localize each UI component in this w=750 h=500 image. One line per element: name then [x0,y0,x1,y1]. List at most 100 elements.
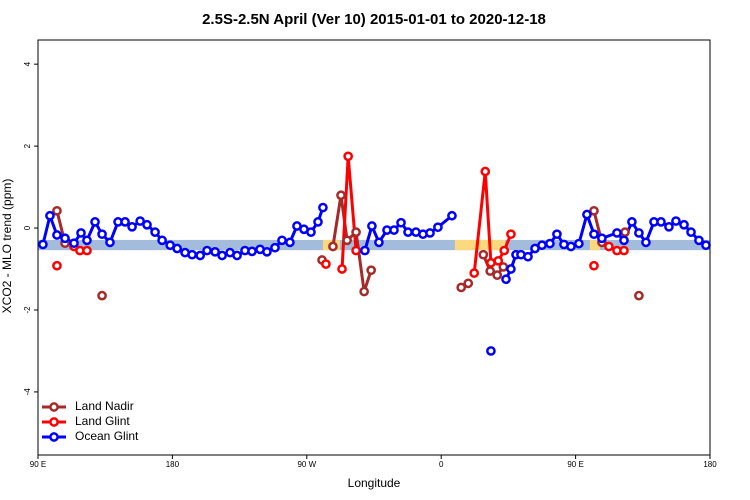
data-point [545,238,555,249]
x-tick-label: 90 E [30,460,46,469]
data-point [523,251,533,262]
data-point [52,230,62,240]
data-point [469,268,480,278]
data-point [374,237,384,248]
data-point [120,217,130,227]
data-point [52,260,62,271]
data-point [157,235,167,246]
legend-marker [49,432,59,442]
data-point [664,221,674,232]
data-point [403,227,413,237]
y-tick-label: 0 [23,225,32,230]
data-point [566,241,576,252]
x-axis-label: Longitude [348,476,401,490]
data-point [90,217,100,227]
data-point [506,229,516,240]
legend-label: Ocean Glint [75,429,139,443]
data-point [172,243,183,254]
data-point [620,227,630,237]
data-point [389,225,399,235]
chart-title: 2.5S-2.5N April (Ver 10) 2015-01-01 to 2… [202,11,546,28]
data-point [105,237,115,248]
data-point [127,221,137,232]
data-point [232,250,242,261]
x-tick-label: 180 [166,460,180,469]
data-point [447,210,457,221]
data-point [367,221,377,231]
data-point [634,290,644,301]
data-point [262,246,272,257]
data-point [396,217,406,228]
data-point [493,255,504,266]
data-point [351,227,361,237]
data-point [589,229,599,240]
data-point [97,229,107,240]
legend-marker [49,402,59,412]
x-tick-label: 90 W [297,460,316,469]
data-point [210,246,220,257]
data-point [701,240,711,251]
data-point [195,250,206,261]
data-point [69,238,79,249]
x-tick-label: 0 [439,460,444,469]
band [38,239,710,251]
data-point [76,228,86,238]
data-point [552,229,562,240]
y-tick-label: -4 [23,388,32,396]
data-point [671,216,681,226]
data-point [359,286,369,297]
x-tick-label: 90 E [567,460,583,469]
data-point [82,245,92,256]
data-point [499,245,510,256]
data-point [328,241,338,252]
data-point [694,235,704,246]
data-point [135,216,145,226]
band [589,239,600,251]
data-point [150,227,160,237]
data-point [597,233,607,244]
x-tick-label: 180 [703,460,717,469]
data-point [97,290,107,301]
data-point [537,240,547,251]
data-point [456,282,467,293]
data-point [425,228,435,238]
legend-marker [49,417,59,427]
data-point [187,249,197,260]
legend-label: Land Nadir [75,399,134,413]
y-tick-label: 4 [23,61,32,66]
data-point [641,237,651,248]
legend-label: Land Glint [75,414,130,428]
data-point [202,245,212,256]
data-point [463,278,474,289]
data-point [612,228,622,238]
data-point [306,227,316,237]
data-point [45,210,55,221]
data-point [634,228,644,238]
series-line [73,156,624,274]
data-point [52,205,62,216]
y-axis-label: XCO2 - MLO trend (ppm) [0,179,14,314]
data-point [506,264,516,274]
y-tick-label: 2 [23,143,32,148]
data-point [337,264,347,274]
band [454,239,505,251]
data-point [277,235,287,246]
data-point [360,245,370,256]
data-point [492,270,503,281]
data-point [480,166,491,177]
data-point [343,151,354,162]
data-point [656,217,666,227]
y-tick-label: -2 [23,306,32,314]
data-point [686,227,696,237]
data-point [247,246,257,257]
data-point [619,245,629,256]
data-point [336,190,346,201]
data-point [313,217,323,227]
data-point [478,249,489,260]
data-point [321,259,331,269]
data-point [574,238,584,249]
data-point [351,245,361,256]
data-point [604,241,614,252]
